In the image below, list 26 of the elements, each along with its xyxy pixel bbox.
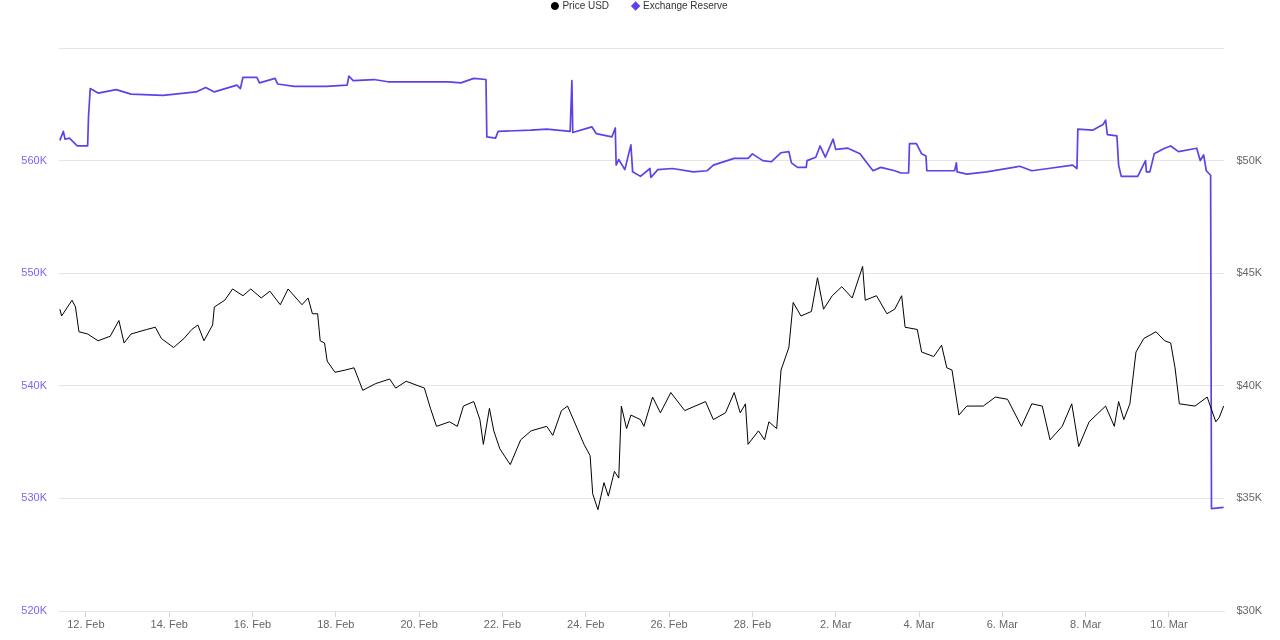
legend-label: Exchange Reserve xyxy=(643,0,729,11)
y-tick-label: 550K xyxy=(21,266,48,279)
y-tick-label: 540K xyxy=(21,378,48,391)
y2-tick-label: $40K xyxy=(1236,378,1263,391)
y2-tick-label: $35K xyxy=(1236,491,1263,504)
x-tick-label: 6. Mar xyxy=(986,617,1019,630)
x-tick-label: 22. Feb xyxy=(483,617,522,630)
y-tick-label: 520K xyxy=(21,604,48,617)
legend-label: Price USD xyxy=(562,0,610,11)
y-tick-label: 530K xyxy=(21,491,48,504)
x-tick-label: 8. Mar xyxy=(1070,617,1102,630)
y2-tick-label: $50K xyxy=(1236,153,1263,166)
y2-tick-label: $30K xyxy=(1236,604,1263,617)
x-tick-label: 24. Feb xyxy=(567,617,605,630)
x-tick-label: 16. Feb xyxy=(233,617,272,630)
y-tick-label: 560K xyxy=(21,153,48,166)
x-tick-label: 10. Mar xyxy=(1150,617,1188,630)
x-tick-label: 14. Feb xyxy=(150,617,188,630)
x-tick-label: 4. Mar xyxy=(903,617,935,630)
x-tick-label: 12. Feb xyxy=(67,617,105,630)
x-tick-label: 26. Feb xyxy=(650,617,688,630)
y2-tick-label: $45K xyxy=(1236,266,1263,279)
x-tick-label: 20. Feb xyxy=(400,617,438,630)
x-tick-label: 18. Feb xyxy=(317,617,355,630)
x-tick-label: 2. Mar xyxy=(820,617,852,630)
x-tick-label: 28. Feb xyxy=(733,617,772,630)
